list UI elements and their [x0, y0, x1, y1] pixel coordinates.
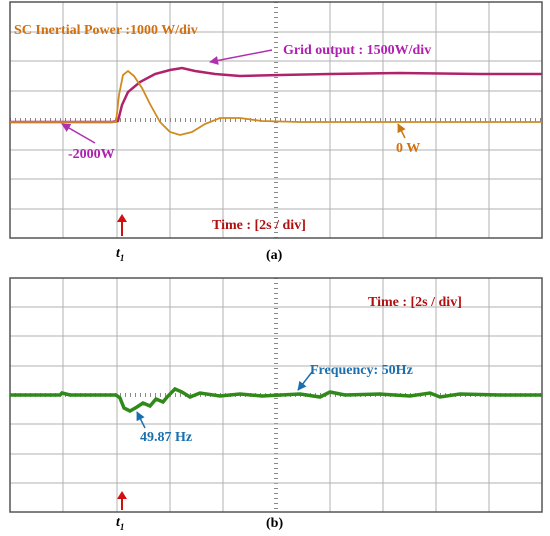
sc-offset-label: 0 W — [396, 141, 420, 156]
t1-marker-head — [117, 214, 127, 222]
t1-label: t1 — [116, 246, 124, 263]
sc-trace — [10, 69, 542, 136]
arrow — [297, 371, 313, 391]
sc-label: SC Inertial Power :1000 W/div — [14, 23, 198, 38]
grid-offset-label: -2000W — [68, 147, 115, 162]
t1-label: t1 — [116, 515, 124, 532]
frequency-trace — [10, 386, 542, 413]
frame-a — [9, 1, 543, 239]
grid-label: Grid output : 1500W/div — [283, 43, 431, 58]
arrow — [397, 123, 406, 139]
time-label: Time : [2s / div] — [368, 295, 462, 310]
dip-label: 49.87 Hz — [140, 430, 192, 445]
caption: (b) — [266, 516, 283, 531]
arrow — [61, 123, 96, 144]
caption: (a) — [266, 248, 283, 263]
grid-a — [10, 2, 542, 238]
arrow — [209, 49, 273, 65]
t1-marker-head — [117, 491, 127, 499]
freq-label: Frequency: 50Hz — [310, 363, 413, 378]
grid-trace — [10, 66, 542, 124]
time-label: Time : [2s / div] — [212, 218, 306, 233]
arrow — [136, 411, 146, 429]
